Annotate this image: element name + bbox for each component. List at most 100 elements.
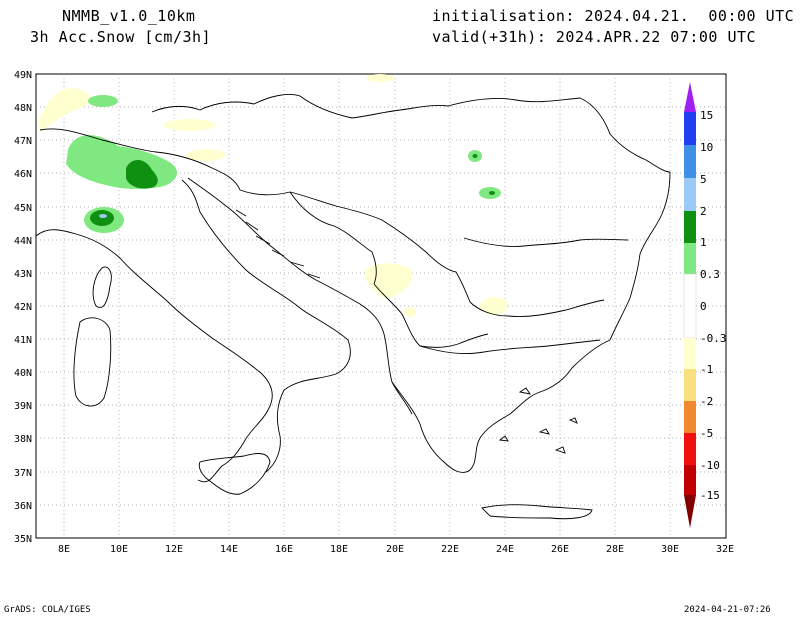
snow-heavy-ukraine xyxy=(472,154,478,158)
border-bosnia xyxy=(289,191,377,285)
border-greece-bulgaria xyxy=(419,339,601,355)
lat-label: 35N xyxy=(14,534,32,545)
lon-axis: 8E 10E 12E 14E 16E 18E 20E 22E 24E 26E 2… xyxy=(58,544,734,555)
colorbar-swatch xyxy=(684,338,696,369)
snow-heavy-ligurian xyxy=(90,210,114,226)
lon-label: 8E xyxy=(58,544,70,555)
crete xyxy=(481,504,593,520)
snow-light-slovenia xyxy=(186,149,226,161)
colorbar-label: 2 xyxy=(700,205,707,218)
lat-axis: 49N 48N 47N 46N 45N 44N 43N 42N 41N 40N … xyxy=(14,70,32,545)
snow-light-bulgaria xyxy=(480,297,508,315)
border-hungary xyxy=(239,189,383,221)
lat-label: 45N xyxy=(14,203,32,214)
snow-extreme-ligurian xyxy=(99,214,107,218)
lon-label: 28E xyxy=(606,544,624,555)
snow-light-carpathian xyxy=(366,74,394,82)
colorbar-swatch xyxy=(684,145,696,178)
sicily xyxy=(198,453,271,495)
colorbar-label: 1 xyxy=(700,236,707,249)
border-romania xyxy=(447,97,671,173)
colorbar-top-triangle xyxy=(684,82,696,112)
colorbar-label: 10 xyxy=(700,141,713,154)
dalmatian-coast xyxy=(187,177,413,415)
black-sea-coast xyxy=(609,171,671,341)
snow-light-tirol xyxy=(88,95,118,107)
lon-label: 26E xyxy=(551,544,569,555)
border-alps xyxy=(39,128,241,191)
snow-light-alps-north xyxy=(38,88,92,132)
colorbar-label: 15 xyxy=(700,109,713,122)
lon-label: 14E xyxy=(220,544,238,555)
lon-label: 30E xyxy=(661,544,679,555)
colorbar-swatch xyxy=(684,401,696,433)
snow-light-montenegro xyxy=(364,263,413,299)
colorbar-swatch xyxy=(684,112,696,145)
lat-label: 38N xyxy=(14,434,32,445)
adriatic-islands xyxy=(235,209,321,279)
border-serbia xyxy=(381,219,605,317)
colorbar-label: 0 xyxy=(700,300,707,313)
snow-light-austria xyxy=(164,119,216,131)
colorbar-label: -2 xyxy=(700,395,713,408)
colorbar-swatch xyxy=(684,433,696,465)
lat-label: 47N xyxy=(14,136,32,147)
variable-title: 3h Acc.Snow [cm/3h] xyxy=(30,28,212,46)
colorbar: 15 10 5 2 1 0.3 0 -0.3 -1 -2 -5 -10 -15 xyxy=(683,82,727,528)
corsica xyxy=(92,266,112,308)
lon-label: 22E xyxy=(441,544,459,555)
footer-credit: GrADS: COLA/IGES xyxy=(4,605,91,615)
lon-label: 20E xyxy=(386,544,404,555)
lat-label: 48N xyxy=(14,103,32,114)
valid-time: valid(+31h): 2024.APR.22 07:00 UTC xyxy=(432,28,757,46)
border-slovakia xyxy=(299,95,449,119)
lat-label: 36N xyxy=(14,501,32,512)
snow-light-albania xyxy=(404,307,416,317)
coastlines xyxy=(35,171,671,520)
sardinia xyxy=(73,317,112,407)
colorbar-label: -10 xyxy=(700,459,720,472)
snow-heavy-alps xyxy=(126,159,158,189)
colorbar-label: -15 xyxy=(700,489,720,502)
lon-label: 24E xyxy=(496,544,514,555)
colorbar-swatch xyxy=(684,178,696,211)
lat-label: 39N xyxy=(14,401,32,412)
colorbar-label: 5 xyxy=(700,173,707,186)
colorbar-label: -1 xyxy=(700,363,713,376)
lat-label: 46N xyxy=(14,169,32,180)
colorbar-label: 0.3 xyxy=(700,268,720,281)
colorbar-swatch xyxy=(683,273,697,339)
lat-label: 41N xyxy=(14,335,32,346)
model-title: NMMB_v1.0_10km xyxy=(62,7,196,25)
init-time: initialisation: 2024.04.21. 00:00 UTC xyxy=(432,7,795,25)
lat-label: 42N xyxy=(14,302,32,313)
border-romania-south xyxy=(463,237,629,247)
colorbar-swatch xyxy=(684,465,696,495)
snow-heavy-moldova xyxy=(489,191,495,195)
greece-coast xyxy=(391,339,611,473)
lat-label: 44N xyxy=(14,236,32,247)
footer-timestamp: 2024-04-21-07:26 xyxy=(684,605,771,615)
country-borders xyxy=(39,93,671,355)
aegean-islands xyxy=(498,387,578,454)
colorbar-label: -0.3 xyxy=(700,332,727,345)
italy-coast-east xyxy=(181,179,351,473)
snow-fields xyxy=(38,74,508,317)
colorbar-bottom-triangle xyxy=(684,495,696,528)
lat-label: 49N xyxy=(14,70,32,81)
colorbar-swatch xyxy=(684,211,696,243)
lat-label: 40N xyxy=(14,368,32,379)
border-austria-north xyxy=(151,93,301,113)
lon-label: 18E xyxy=(330,544,348,555)
colorbar-swatch xyxy=(684,369,696,401)
colorbar-label: -5 xyxy=(700,427,713,440)
lon-label: 10E xyxy=(110,544,128,555)
lon-label: 32E xyxy=(716,544,734,555)
lat-label: 37N xyxy=(14,468,32,479)
italy-coast-west xyxy=(35,229,273,483)
lon-label: 16E xyxy=(275,544,293,555)
lon-label: 12E xyxy=(165,544,183,555)
lat-label: 43N xyxy=(14,269,32,280)
colorbar-swatch xyxy=(684,243,696,274)
